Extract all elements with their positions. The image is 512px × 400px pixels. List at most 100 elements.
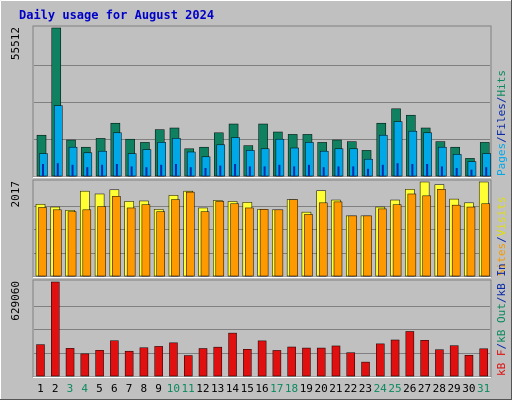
day-label: 25 — [388, 382, 401, 395]
bar-kbf — [213, 346, 223, 377]
bar-kbf — [464, 354, 474, 377]
legend-entry: Visits — [495, 197, 508, 237]
day-label: 5 — [96, 382, 103, 395]
day-label: 20 — [314, 382, 327, 395]
day-label: 12 — [196, 382, 209, 395]
bar-kbf — [287, 346, 296, 377]
bar-sites — [156, 211, 165, 277]
bar-sites — [245, 207, 254, 277]
bar-kbf — [376, 343, 385, 377]
bar-kbf — [346, 352, 356, 377]
day-label: 13 — [211, 382, 224, 395]
day-label: 2 — [52, 382, 59, 395]
bar-kbf — [95, 350, 104, 377]
day-label: 17 — [270, 382, 283, 395]
bar-sites — [126, 207, 136, 277]
bar-sites — [348, 215, 358, 277]
bar-kbf — [449, 345, 459, 377]
day-label: 10 — [167, 382, 180, 395]
legend-top: Pages/Files/Hits — [495, 70, 508, 176]
bar-pages — [485, 167, 488, 176]
legend-entry: Files — [495, 103, 508, 136]
bar-kbf — [405, 331, 415, 377]
bar-kbf — [257, 340, 267, 377]
bar-kbf — [479, 348, 488, 377]
bar-sites — [451, 204, 461, 277]
bar-pages — [411, 164, 414, 176]
bar-pages — [470, 169, 473, 176]
legend-entry: Pages — [495, 143, 508, 176]
bar-kbf — [51, 281, 60, 377]
day-label: 7 — [126, 382, 133, 395]
bar-pages — [56, 163, 59, 176]
bar-sites — [378, 208, 387, 277]
bar-sites — [363, 215, 372, 277]
bar-pages — [219, 165, 222, 176]
bar-pages — [367, 168, 370, 176]
bar-sites — [289, 199, 298, 277]
bar-pages — [322, 167, 325, 176]
y-max-label-top: 55512 — [9, 27, 22, 60]
bar-pages — [440, 166, 443, 176]
legend-entry: / — [495, 297, 508, 304]
day-label: 8 — [140, 382, 147, 395]
bar-kbf — [331, 345, 341, 377]
bar-pages — [160, 164, 163, 176]
legend-entry: / — [495, 343, 508, 350]
panel-middle: 2017 Sites/Visits — [9, 179, 508, 278]
bar-kbf — [228, 332, 237, 377]
bar-sites — [112, 196, 121, 277]
bar-sites — [422, 195, 431, 277]
bar-sites — [392, 204, 402, 277]
legend-entry: / — [495, 136, 508, 143]
bar-kbf — [361, 361, 370, 377]
bar-pages — [455, 168, 458, 176]
bar-pages — [352, 166, 355, 176]
bar-pages — [307, 164, 310, 176]
bar-pages — [381, 164, 384, 176]
bar-pages — [42, 164, 44, 176]
bar-pages — [426, 164, 429, 176]
bar-pages — [263, 166, 266, 176]
bar-sites — [318, 202, 328, 277]
day-label: 4 — [81, 382, 88, 395]
bar-sites — [171, 199, 180, 277]
bar-pages — [145, 167, 148, 176]
bar-sites — [200, 211, 210, 277]
bar-kbf — [110, 340, 119, 377]
bar-kbf — [36, 344, 45, 377]
bar-sites — [67, 211, 77, 277]
legend-middle: Sites/Visits — [495, 197, 508, 277]
bar-kbf — [302, 347, 311, 377]
bar-kbf — [316, 347, 326, 377]
bar-sites — [82, 209, 92, 277]
legend-entry: kB Out — [495, 303, 508, 343]
bar-sites — [481, 203, 490, 277]
bar-sites — [230, 203, 239, 277]
bar-kbf — [420, 340, 429, 377]
day-label: 16 — [255, 382, 268, 395]
chart-title: Daily usage for August 2024 — [19, 8, 214, 22]
bar-kbf — [169, 342, 178, 377]
day-label: 9 — [155, 382, 162, 395]
day-label: 23 — [359, 382, 372, 395]
day-label: 28 — [433, 382, 446, 395]
day-label: 26 — [403, 382, 416, 395]
bar-pages — [101, 164, 104, 176]
legend-entry: / — [495, 97, 508, 104]
bar-kbf — [80, 353, 90, 377]
bar-pages — [337, 166, 340, 176]
bar-kbf — [243, 349, 252, 377]
bar-pages — [174, 164, 177, 176]
bar-sites — [215, 201, 225, 277]
chart-panels: 55512Pages/Files/Hits2017Sites/Visits629… — [9, 25, 508, 395]
bar-pages — [278, 164, 281, 176]
bar-kbf — [65, 348, 75, 377]
bar-pages — [234, 164, 237, 176]
day-label: 22 — [344, 382, 357, 395]
bar-pages — [115, 164, 118, 176]
bar-pages — [293, 166, 296, 176]
